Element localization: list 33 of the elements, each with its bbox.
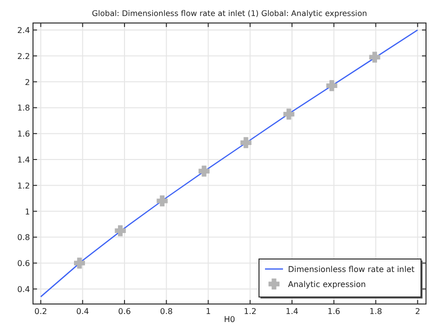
- x-tick-label: 0.4: [76, 307, 89, 316]
- y-tick-label: 1.6: [17, 130, 30, 139]
- y-tick-label: 1.4: [17, 155, 30, 164]
- x-tick-label: 1.6: [328, 307, 340, 316]
- legend-label: Analytic expression: [288, 280, 366, 289]
- point: [74, 258, 85, 269]
- y-tick-label: 0.6: [17, 259, 30, 268]
- point: [198, 166, 210, 177]
- y-tick-label: 2: [24, 78, 30, 87]
- x-tick-label: 0.8: [160, 307, 173, 316]
- line-series: [40, 29, 418, 298]
- x-tick-label: 1.2: [244, 307, 256, 316]
- y-tick-label: 2.4: [17, 26, 30, 35]
- y-tick-label: 1.2: [17, 181, 30, 190]
- y-tick-label: 1.8: [17, 104, 30, 113]
- point: [369, 52, 380, 63]
- x-tick-label: 0.6: [118, 307, 131, 316]
- legend-label: Dimensionless flow rate at inlet: [288, 265, 415, 274]
- point: [240, 137, 252, 148]
- x-tick-label: 1: [206, 307, 211, 316]
- x-tick-label: 0.2: [34, 307, 48, 316]
- y-tick-label: 2.2: [17, 52, 30, 61]
- point: [283, 108, 294, 120]
- x-tick-label: 1.4: [286, 307, 298, 316]
- y-tick-label: 0.4: [17, 284, 30, 294]
- point: [114, 225, 126, 236]
- x-tick-label: 1.8: [369, 307, 382, 316]
- x-axis-title: H0: [224, 315, 236, 323]
- x-tick-label: 2: [415, 307, 420, 316]
- y-tick-label: 1: [24, 207, 30, 216]
- point: [156, 195, 168, 206]
- y-tick-label: 0.8: [17, 233, 30, 242]
- point: [326, 80, 338, 92]
